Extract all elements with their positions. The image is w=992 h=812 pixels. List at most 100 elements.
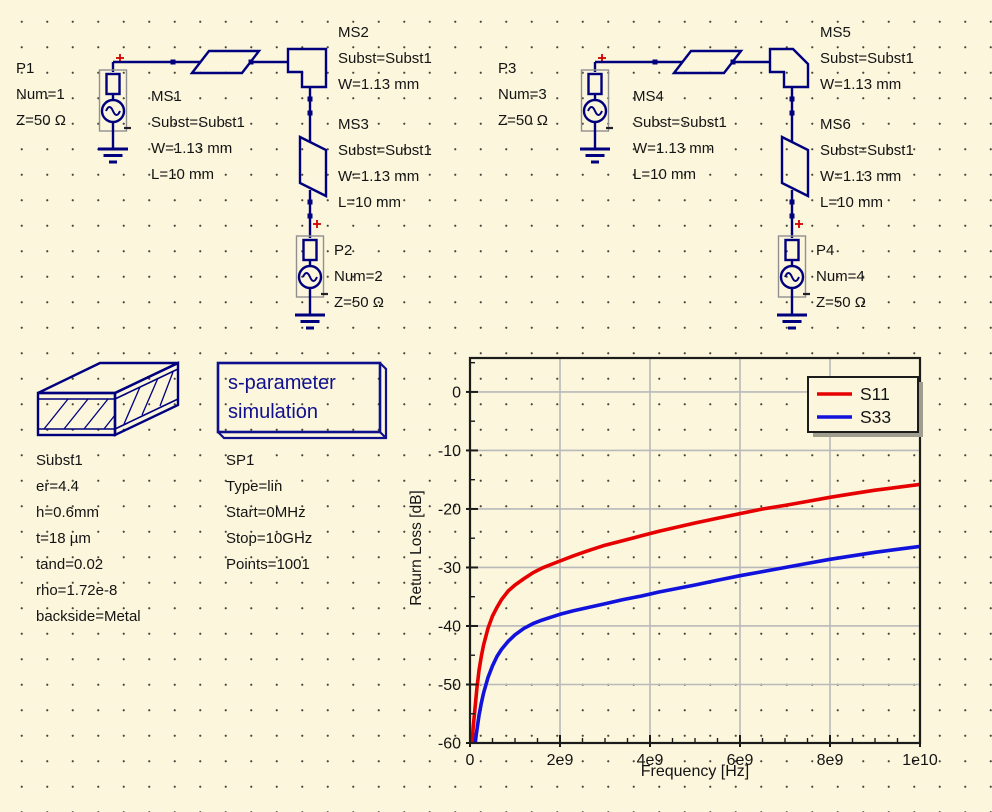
component-param[interactable]: Num=2 bbox=[334, 268, 383, 285]
component-param[interactable]: Start=0MHz bbox=[226, 504, 306, 521]
simulation-box-line1: s-parameter bbox=[228, 372, 336, 394]
node-dot bbox=[307, 213, 313, 219]
s11-curve[interactable] bbox=[470, 482, 920, 749]
wire-ms5-ms6[interactable] bbox=[789, 87, 795, 142]
y-tick-label: -40 bbox=[438, 618, 461, 635]
ms6-label-block[interactable]: MS6 Subst=Subst1 W=1.13 mm L=10 mm bbox=[820, 112, 914, 216]
ms2-label-block[interactable]: MS2 Subst=Subst1 W=1.13 mm bbox=[338, 20, 432, 98]
corner-ms2-symbol[interactable] bbox=[286, 47, 328, 89]
microstrip-ms6-symbol[interactable] bbox=[780, 135, 810, 198]
node-dot bbox=[307, 96, 313, 102]
wire-ms6-p4[interactable] bbox=[789, 190, 795, 228]
node-dot bbox=[789, 110, 795, 116]
component-name[interactable]: P4 bbox=[816, 242, 835, 259]
node-dot bbox=[170, 59, 176, 65]
component-name[interactable]: MS1 bbox=[151, 88, 182, 105]
wire-ms2-ms3[interactable] bbox=[307, 87, 313, 142]
component-name[interactable]: Subst1 bbox=[36, 452, 83, 469]
component-param[interactable]: Subst=Subst1 bbox=[338, 142, 432, 159]
subst1-label-block[interactable]: Subst1 er=4.4 h=0.6mm t=18 µm tand=0.02 … bbox=[36, 448, 141, 630]
component-param[interactable]: tand=0.02 bbox=[36, 556, 104, 573]
y-tick-label: -60 bbox=[438, 736, 461, 753]
component-param[interactable]: L=10 mm bbox=[151, 166, 214, 183]
component-param[interactable]: h=0.6mm bbox=[36, 504, 99, 521]
component-param[interactable]: Type=lin bbox=[226, 478, 283, 495]
component-name[interactable]: MS3 bbox=[338, 116, 369, 133]
component-param[interactable]: W=1.13 mm bbox=[820, 76, 902, 93]
wire-ms3-p2[interactable] bbox=[307, 190, 313, 228]
component-param[interactable]: W=1.13 mm bbox=[151, 140, 233, 157]
component-param[interactable]: Points=1001 bbox=[226, 556, 310, 573]
component-param[interactable]: Z=50 Ω bbox=[498, 112, 548, 129]
y-axis-title: Return Loss [dB] bbox=[408, 490, 425, 606]
ms5-label-block[interactable]: MS5 Subst=Subst1 W=1.13 mm bbox=[820, 20, 914, 98]
ms1-label-block[interactable]: MS1 Subst=Subst1 W=1.13 mm L=10 mm bbox=[151, 84, 245, 188]
component-param[interactable]: t=18 µm bbox=[36, 530, 91, 547]
x-tick-label: 2e9 bbox=[547, 752, 574, 769]
component-param[interactable]: Stop=10GHz bbox=[226, 530, 313, 547]
component-name[interactable]: SP1 bbox=[226, 452, 255, 469]
x-tick-label: 4e9 bbox=[637, 752, 664, 769]
ms3-label-block[interactable]: MS3 Subst=Subst1 W=1.13 mm L=10 mm bbox=[338, 112, 432, 216]
component-param[interactable]: W=1.13 mm bbox=[338, 76, 420, 93]
sparameter-simulation-box[interactable] bbox=[216, 361, 388, 440]
component-param[interactable]: Z=50 Ω bbox=[816, 294, 866, 311]
component-param[interactable]: er=4.4 bbox=[36, 478, 79, 495]
x-axis-title: Frequency [Hz] bbox=[640, 763, 750, 780]
component-name[interactable]: MS2 bbox=[338, 24, 369, 41]
x-tick-label: 1e10 bbox=[902, 752, 938, 769]
microstrip-ms3-symbol[interactable] bbox=[298, 135, 328, 198]
component-name[interactable]: MS6 bbox=[820, 116, 851, 133]
p4-label-block[interactable]: P4 Num=4 Z=50 Ω bbox=[816, 238, 866, 316]
component-param[interactable]: Num=4 bbox=[816, 268, 865, 285]
component-param[interactable]: Subst=Subst1 bbox=[820, 50, 914, 67]
x-tick-label: 6e9 bbox=[727, 752, 754, 769]
simulation-box-title: s-parameter simulation bbox=[228, 369, 336, 427]
x-tick-label: 0 bbox=[466, 752, 475, 769]
component-param[interactable]: rho=1.72e-8 bbox=[36, 582, 118, 599]
component-name[interactable]: P3 bbox=[498, 60, 517, 77]
legend-label-s33: S33 bbox=[860, 407, 891, 427]
component-param[interactable]: W=1.13 mm bbox=[338, 168, 420, 185]
component-param[interactable]: L=10 mm bbox=[820, 194, 883, 211]
y-tick-label: 0 bbox=[452, 384, 461, 401]
component-param[interactable]: W=1.13 mm bbox=[820, 168, 902, 185]
component-param[interactable]: Num=3 bbox=[498, 86, 547, 103]
corner-ms5-symbol[interactable] bbox=[768, 47, 810, 89]
sp1-label-block[interactable]: SP1 Type=lin Start=0MHz Stop=10GHz Point… bbox=[226, 448, 312, 578]
component-param[interactable]: L=10 mm bbox=[338, 194, 401, 211]
component-param[interactable]: W=1.13 mm bbox=[633, 140, 715, 157]
p3-label-block[interactable]: P3 Num=3 Z=50 Ω bbox=[498, 56, 548, 134]
component-param[interactable]: backside=Metal bbox=[36, 608, 141, 625]
node-dot bbox=[789, 96, 795, 102]
component-param[interactable]: Subst=Subst1 bbox=[633, 114, 727, 131]
component-param[interactable]: Subst=Subst1 bbox=[338, 50, 432, 67]
node-dot bbox=[652, 59, 658, 65]
component-name[interactable]: P2 bbox=[334, 242, 353, 259]
simulation-box-line2: simulation bbox=[228, 401, 319, 423]
component-name[interactable]: MS4 bbox=[633, 88, 664, 105]
legend-box[interactable] bbox=[807, 376, 919, 433]
substrate-symbol[interactable] bbox=[36, 361, 180, 437]
node-dot bbox=[789, 213, 795, 219]
x-tick-label: 8e9 bbox=[817, 752, 844, 769]
component-name[interactable]: MS5 bbox=[820, 24, 851, 41]
s33-curve[interactable] bbox=[473, 544, 921, 749]
component-param[interactable]: Z=50 Ω bbox=[16, 112, 66, 129]
y-tick-label: -30 bbox=[438, 560, 461, 577]
p2-label-block[interactable]: P2 Num=2 Z=50 Ω bbox=[334, 238, 384, 316]
p1-label-block[interactable]: P1 Num=1 Z=50 Ω bbox=[16, 56, 66, 134]
y-tick-label: -50 bbox=[438, 677, 461, 694]
component-param[interactable]: Subst=Subst1 bbox=[151, 114, 245, 131]
component-param[interactable]: Subst=Subst1 bbox=[820, 142, 914, 159]
y-tick-label: -10 bbox=[438, 443, 461, 460]
component-param[interactable]: Num=1 bbox=[16, 86, 65, 103]
component-param[interactable]: L=10 mm bbox=[633, 166, 696, 183]
component-name[interactable]: P1 bbox=[16, 60, 35, 77]
ms4-label-block[interactable]: MS4 Subst=Subst1 W=1.13 mm L=10 mm bbox=[633, 84, 727, 188]
node-dot bbox=[789, 199, 795, 205]
component-param[interactable]: Z=50 Ω bbox=[334, 294, 384, 311]
